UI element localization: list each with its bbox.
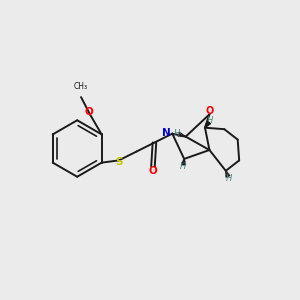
Text: O: O	[84, 107, 93, 117]
Text: O: O	[148, 166, 157, 176]
Text: O: O	[205, 106, 214, 116]
Text: H: H	[174, 129, 181, 138]
Text: H: H	[207, 116, 214, 125]
Text: CH₃: CH₃	[74, 82, 88, 91]
Text: N: N	[162, 128, 171, 138]
Text: H: H	[180, 162, 186, 171]
Polygon shape	[205, 121, 211, 128]
Text: S: S	[115, 157, 122, 167]
Text: H: H	[226, 174, 232, 183]
